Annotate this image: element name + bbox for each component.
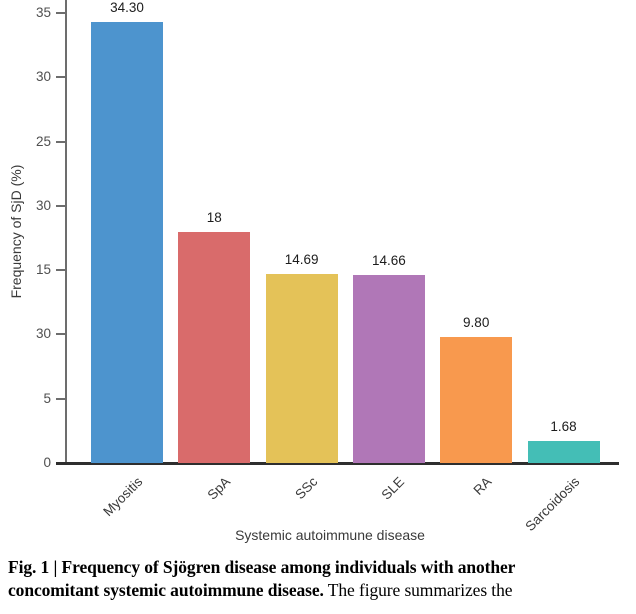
y-tick-label: 35 <box>35 5 51 20</box>
bar-value-label: 34.30 <box>110 0 144 15</box>
y-tick-label: 0 <box>43 455 51 470</box>
x-tick-label: Myositis <box>100 474 146 520</box>
y-axis-line <box>65 0 67 464</box>
x-axis-line <box>56 462 619 465</box>
y-tick-mark <box>56 269 66 272</box>
bar-myositis <box>91 22 163 463</box>
caption-line-1: Fig. 1 | Frequency of Sjögren disease am… <box>8 557 516 577</box>
y-tick-label: 30 <box>35 326 51 342</box>
y-tick-label: 30 <box>35 197 51 213</box>
bar-ra <box>440 337 513 463</box>
x-tick-label: SSc <box>292 474 321 503</box>
y-tick-label: 15 <box>35 262 51 278</box>
plot-area: Frequency of SjD (%) 35 30 25 30 15 30 5 0 34.30… <box>8 0 619 534</box>
y-tick-mark <box>56 12 66 14</box>
x-tick-label: RA <box>470 474 495 498</box>
caption-line-2: concomitant systemic autoimmune disease.… <box>8 580 513 600</box>
bar-sarcoidosis <box>527 441 600 463</box>
figure-caption: Fig. 1 | Frequency of Sjögren disease am… <box>8 556 628 602</box>
bar-value-label: 1.68 <box>550 419 577 435</box>
bar-value-label: 14.69 <box>284 252 319 268</box>
y-tick-mark <box>56 397 66 400</box>
x-tick-label: SpA <box>204 474 233 503</box>
bar-value-label: 18 <box>206 209 222 225</box>
bar-spa <box>178 231 251 463</box>
y-tick-mark <box>56 140 66 143</box>
y-tick-mark <box>56 333 66 336</box>
bar-value-label: 14.66 <box>371 252 406 268</box>
y-tick-label: 5 <box>43 390 51 406</box>
bar-ssc <box>265 274 338 463</box>
y-tick-label: 25 <box>35 133 51 149</box>
y-tick-mark <box>56 76 66 79</box>
x-axis-title: Systemic autoimmune disease <box>235 527 425 543</box>
y-tick-mark <box>56 204 66 207</box>
bar-value-label: 9.80 <box>463 315 490 330</box>
x-tick-label: Sarcoidosis <box>522 474 583 534</box>
bar-sle <box>352 274 425 463</box>
y-tick-label: 30 <box>35 69 51 85</box>
x-tick-label: SLE <box>378 474 408 503</box>
